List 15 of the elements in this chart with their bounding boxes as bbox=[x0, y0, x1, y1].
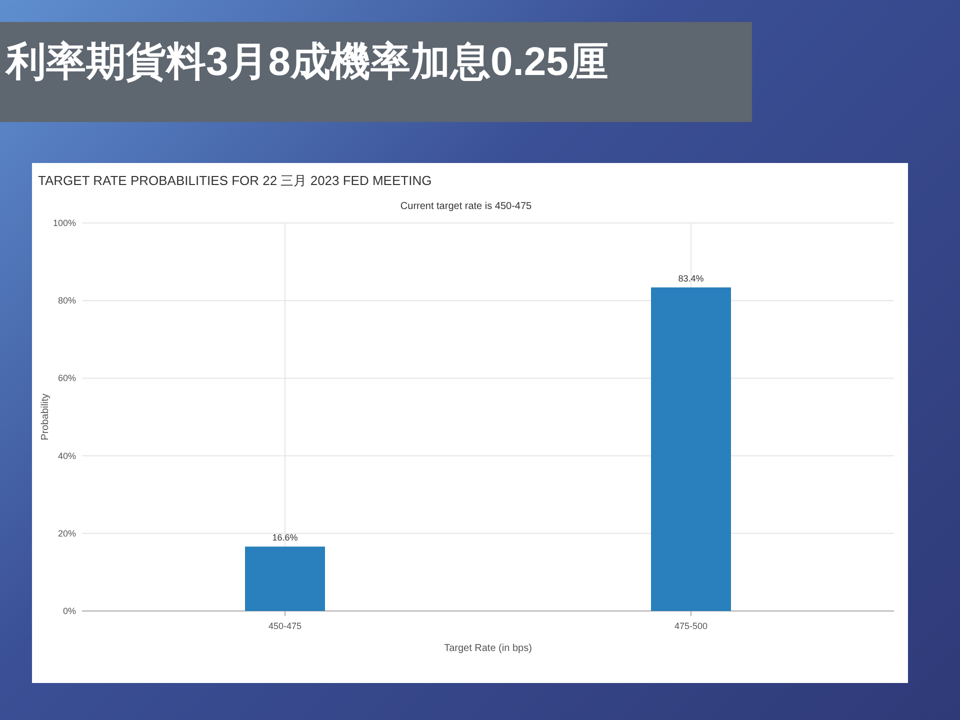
y-tick-label: 0% bbox=[62, 606, 76, 616]
chart-title: 利率期貨料3月8成機率加息0.25厘 bbox=[0, 22, 752, 122]
y-tick-label: 100% bbox=[52, 218, 76, 228]
x-tick-label: 450-475 bbox=[268, 621, 302, 631]
x-tick-label: 475-500 bbox=[674, 621, 708, 631]
y-tick-label: 60% bbox=[58, 373, 76, 384]
data-label: 16.6% bbox=[272, 532, 298, 543]
y-tick-label: 20% bbox=[58, 528, 76, 538]
chart-subtitle: TARGET RATE PROBABILITIES FOR 22 三月 2023 FED MEETING bbox=[38, 173, 432, 188]
text: Current target rate is 450-475 bbox=[400, 201, 532, 212]
x-axis-title: Target Rate (in bps) bbox=[444, 643, 532, 654]
y-tick-label: 80% bbox=[58, 296, 76, 306]
y-axis-title: Probability bbox=[40, 394, 51, 440]
data-label: 83.4% bbox=[678, 273, 704, 284]
y-tick-label: 40% bbox=[58, 450, 76, 461]
